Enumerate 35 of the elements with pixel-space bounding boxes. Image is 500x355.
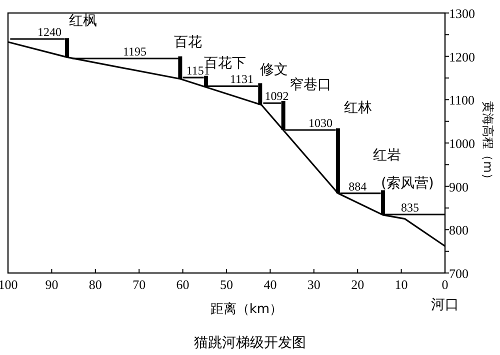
y-tick-label: 900: [449, 179, 468, 194]
annotation: 窄巷口: [289, 77, 332, 94]
annotation: 1131: [230, 72, 254, 86]
y-tick-label: 1000: [449, 136, 475, 151]
x-tick-label: 50: [220, 277, 233, 292]
y-tick-label: 1100: [449, 92, 475, 108]
annotation: (索风营): [380, 175, 434, 192]
text: 河口: [431, 297, 459, 313]
annotation: 红林: [344, 100, 372, 116]
x-tick-label: 10: [394, 277, 408, 292]
annotation: 红枫: [68, 13, 97, 29]
x-tick-label: 40: [264, 277, 277, 292]
annotation: 修文: [260, 62, 288, 78]
x-tick-label: 90: [45, 277, 58, 292]
x-tick-label: 60: [176, 277, 190, 292]
annotation: 835: [401, 200, 420, 214]
y-tick-label: 800: [449, 222, 468, 238]
x-tick-label: 70: [132, 277, 146, 292]
x-tick-label: 20: [351, 277, 364, 292]
annotation: 884: [348, 179, 367, 194]
y-tick-label: 700: [449, 266, 468, 281]
x-tick-label: 80: [88, 277, 102, 292]
annotation: 1030: [308, 116, 332, 130]
y-tick-label: 1300: [449, 6, 475, 21]
annotation: 1195: [122, 44, 147, 58]
x-axis-title: 距离（km）: [210, 301, 283, 317]
y-axis-title: 黄海高程（m）: [481, 101, 495, 185]
annotation: 百花: [174, 34, 202, 50]
x-tick-label: 30: [307, 277, 320, 292]
x-tick-label: 0: [442, 277, 448, 292]
annotation: 红岩: [372, 147, 401, 164]
y-tick-label: 1200: [449, 49, 475, 64]
annotation: 1092: [264, 89, 289, 104]
text: 猫跳河梯级开发图: [194, 335, 306, 351]
annotation: 1240: [38, 25, 62, 39]
